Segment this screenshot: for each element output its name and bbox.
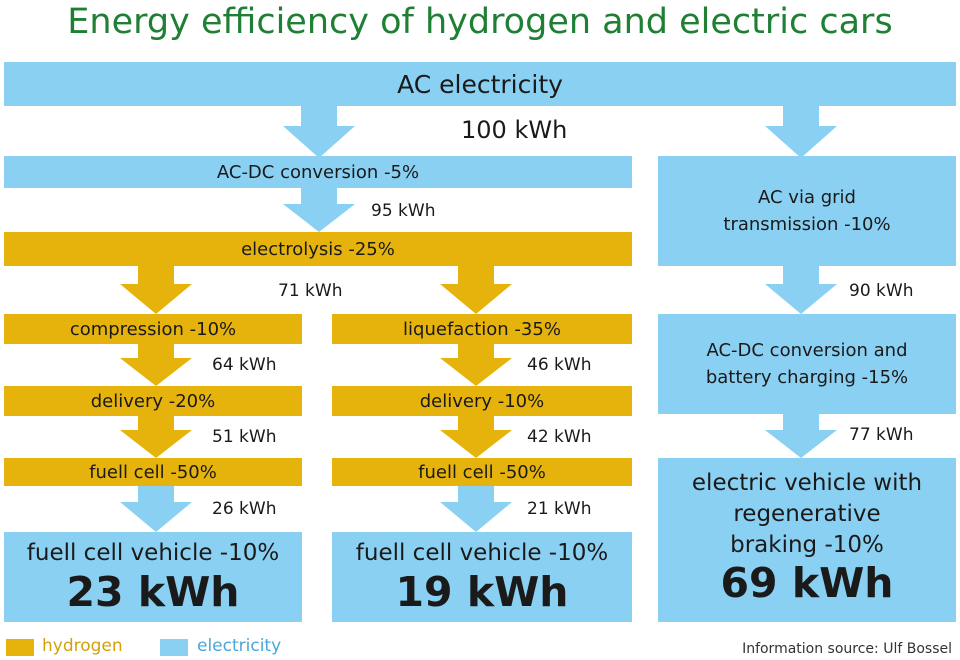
compression-kwh: 64 kWh: [212, 355, 277, 375]
fuelcell-liquefaction-label: fuell cell -50%: [418, 461, 546, 483]
delivery-liquefaction-label: delivery -10%: [419, 390, 545, 412]
fuelcell-vehicle-liquefaction-box: fuell cell vehicle -10% 19 kWh: [332, 532, 632, 622]
source-kwh: 100 kWh: [461, 116, 568, 144]
arrow-fuelcell-to-vehicle-a: [120, 486, 192, 532]
battery-charging-kwh: 77 kWh: [849, 425, 914, 445]
arrow-ac-to-acdc: [283, 106, 355, 158]
fuelcell-compression-label: fuell cell -50%: [89, 461, 217, 483]
compression-bar: compression -10%: [4, 314, 302, 344]
page-title: Energy efficiency of hydrogen and electr…: [67, 2, 893, 42]
arrow-electrolysis-to-liquefaction: [440, 266, 512, 314]
delivery-liquefaction-bar: delivery -10%: [332, 386, 632, 416]
fuelcell-vehicle-compression-label: fuell cell vehicle -10%: [26, 540, 280, 566]
liquefaction-label: liquefaction -35%: [403, 318, 561, 340]
legend-hydrogen-swatch: [6, 639, 34, 656]
electrolysis-label: electrolysis -25%: [241, 238, 395, 260]
delivery-compression-bar: delivery -20%: [4, 386, 302, 416]
fuelcell-vehicle-compression-value: 23 kWh: [66, 568, 240, 616]
fuelcell-vehicle-compression-box: fuell cell vehicle -10% 23 kWh: [4, 532, 302, 622]
battery-charging-box: AC-DC conversion and battery charging -1…: [658, 314, 956, 414]
acdc-kwh: 95 kWh: [371, 201, 436, 221]
battery-charging-label: AC-DC conversion and battery charging -1…: [705, 340, 909, 388]
arrow-acdc-to-electrolysis: [283, 188, 355, 232]
acdc-conversion-bar: AC-DC conversion -5%: [4, 156, 632, 188]
ac-electricity-bar: AC electricity: [4, 62, 956, 106]
electric-vehicle-box: electric vehicle with regenerative braki…: [658, 458, 956, 622]
liquefaction-kwh: 46 kWh: [527, 355, 592, 375]
arrow-liquefaction-to-delivery: [440, 344, 512, 386]
arrow-ac-to-grid: [765, 106, 837, 158]
delivery-compression-label: delivery -20%: [90, 390, 216, 412]
electric-vehicle-value: 69 kWh: [720, 559, 894, 607]
legend-hydrogen-label: hydrogen: [42, 636, 123, 656]
arrow-electrolysis-to-compression: [120, 266, 192, 314]
delivery-compression-kwh: 51 kWh: [212, 427, 277, 447]
grid-transmission-kwh: 90 kWh: [849, 281, 914, 301]
arrow-grid-to-charging: [765, 266, 837, 314]
fuelcell-liquefaction-bar: fuell cell -50%: [332, 458, 632, 486]
grid-transmission-label: AC via grid transmission -10%: [723, 187, 891, 235]
arrow-compression-to-delivery: [120, 344, 192, 386]
electrolysis-kwh: 71 kWh: [278, 281, 343, 301]
fuelcell-compression-bar: fuell cell -50%: [4, 458, 302, 486]
ac-electricity-label: AC electricity: [397, 69, 563, 99]
source-credit: Information source: Ulf Bossel: [742, 641, 952, 657]
fuelcell-vehicle-liquefaction-label: fuell cell vehicle -10%: [355, 540, 609, 566]
electrolysis-bar: electrolysis -25%: [4, 232, 632, 266]
arrow-fuelcell-to-vehicle-b: [440, 486, 512, 532]
fuelcell-compression-kwh: 26 kWh: [212, 499, 277, 519]
compression-label: compression -10%: [69, 318, 237, 340]
grid-transmission-box: AC via grid transmission -10%: [658, 156, 956, 266]
fuelcell-vehicle-liquefaction-value: 19 kWh: [395, 568, 569, 616]
liquefaction-bar: liquefaction -35%: [332, 314, 632, 344]
legend-electricity-label: electricity: [197, 636, 282, 656]
arrow-charging-to-ev: [765, 414, 837, 458]
electric-vehicle-label: electric vehicle with regenerative braki…: [691, 470, 923, 558]
arrow-delivery-to-fuelcell-a: [120, 416, 192, 458]
fuelcell-liquefaction-kwh: 21 kWh: [527, 499, 592, 519]
delivery-liquefaction-kwh: 42 kWh: [527, 427, 592, 447]
legend-electricity-swatch: [160, 639, 188, 656]
arrow-delivery-to-fuelcell-b: [440, 416, 512, 458]
acdc-conversion-label: AC-DC conversion -5%: [216, 161, 420, 183]
